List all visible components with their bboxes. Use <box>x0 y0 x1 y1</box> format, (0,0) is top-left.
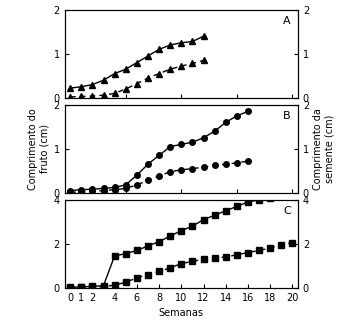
Y-axis label: Comprimento da
semente (cm): Comprimento da semente (cm) <box>313 108 335 190</box>
Y-axis label: Comprimento do
fruto (cm): Comprimento do fruto (cm) <box>28 108 49 190</box>
Text: C: C <box>283 206 291 216</box>
X-axis label: Semanas: Semanas <box>159 308 204 318</box>
Text: B: B <box>283 111 291 121</box>
Text: A: A <box>283 16 291 26</box>
